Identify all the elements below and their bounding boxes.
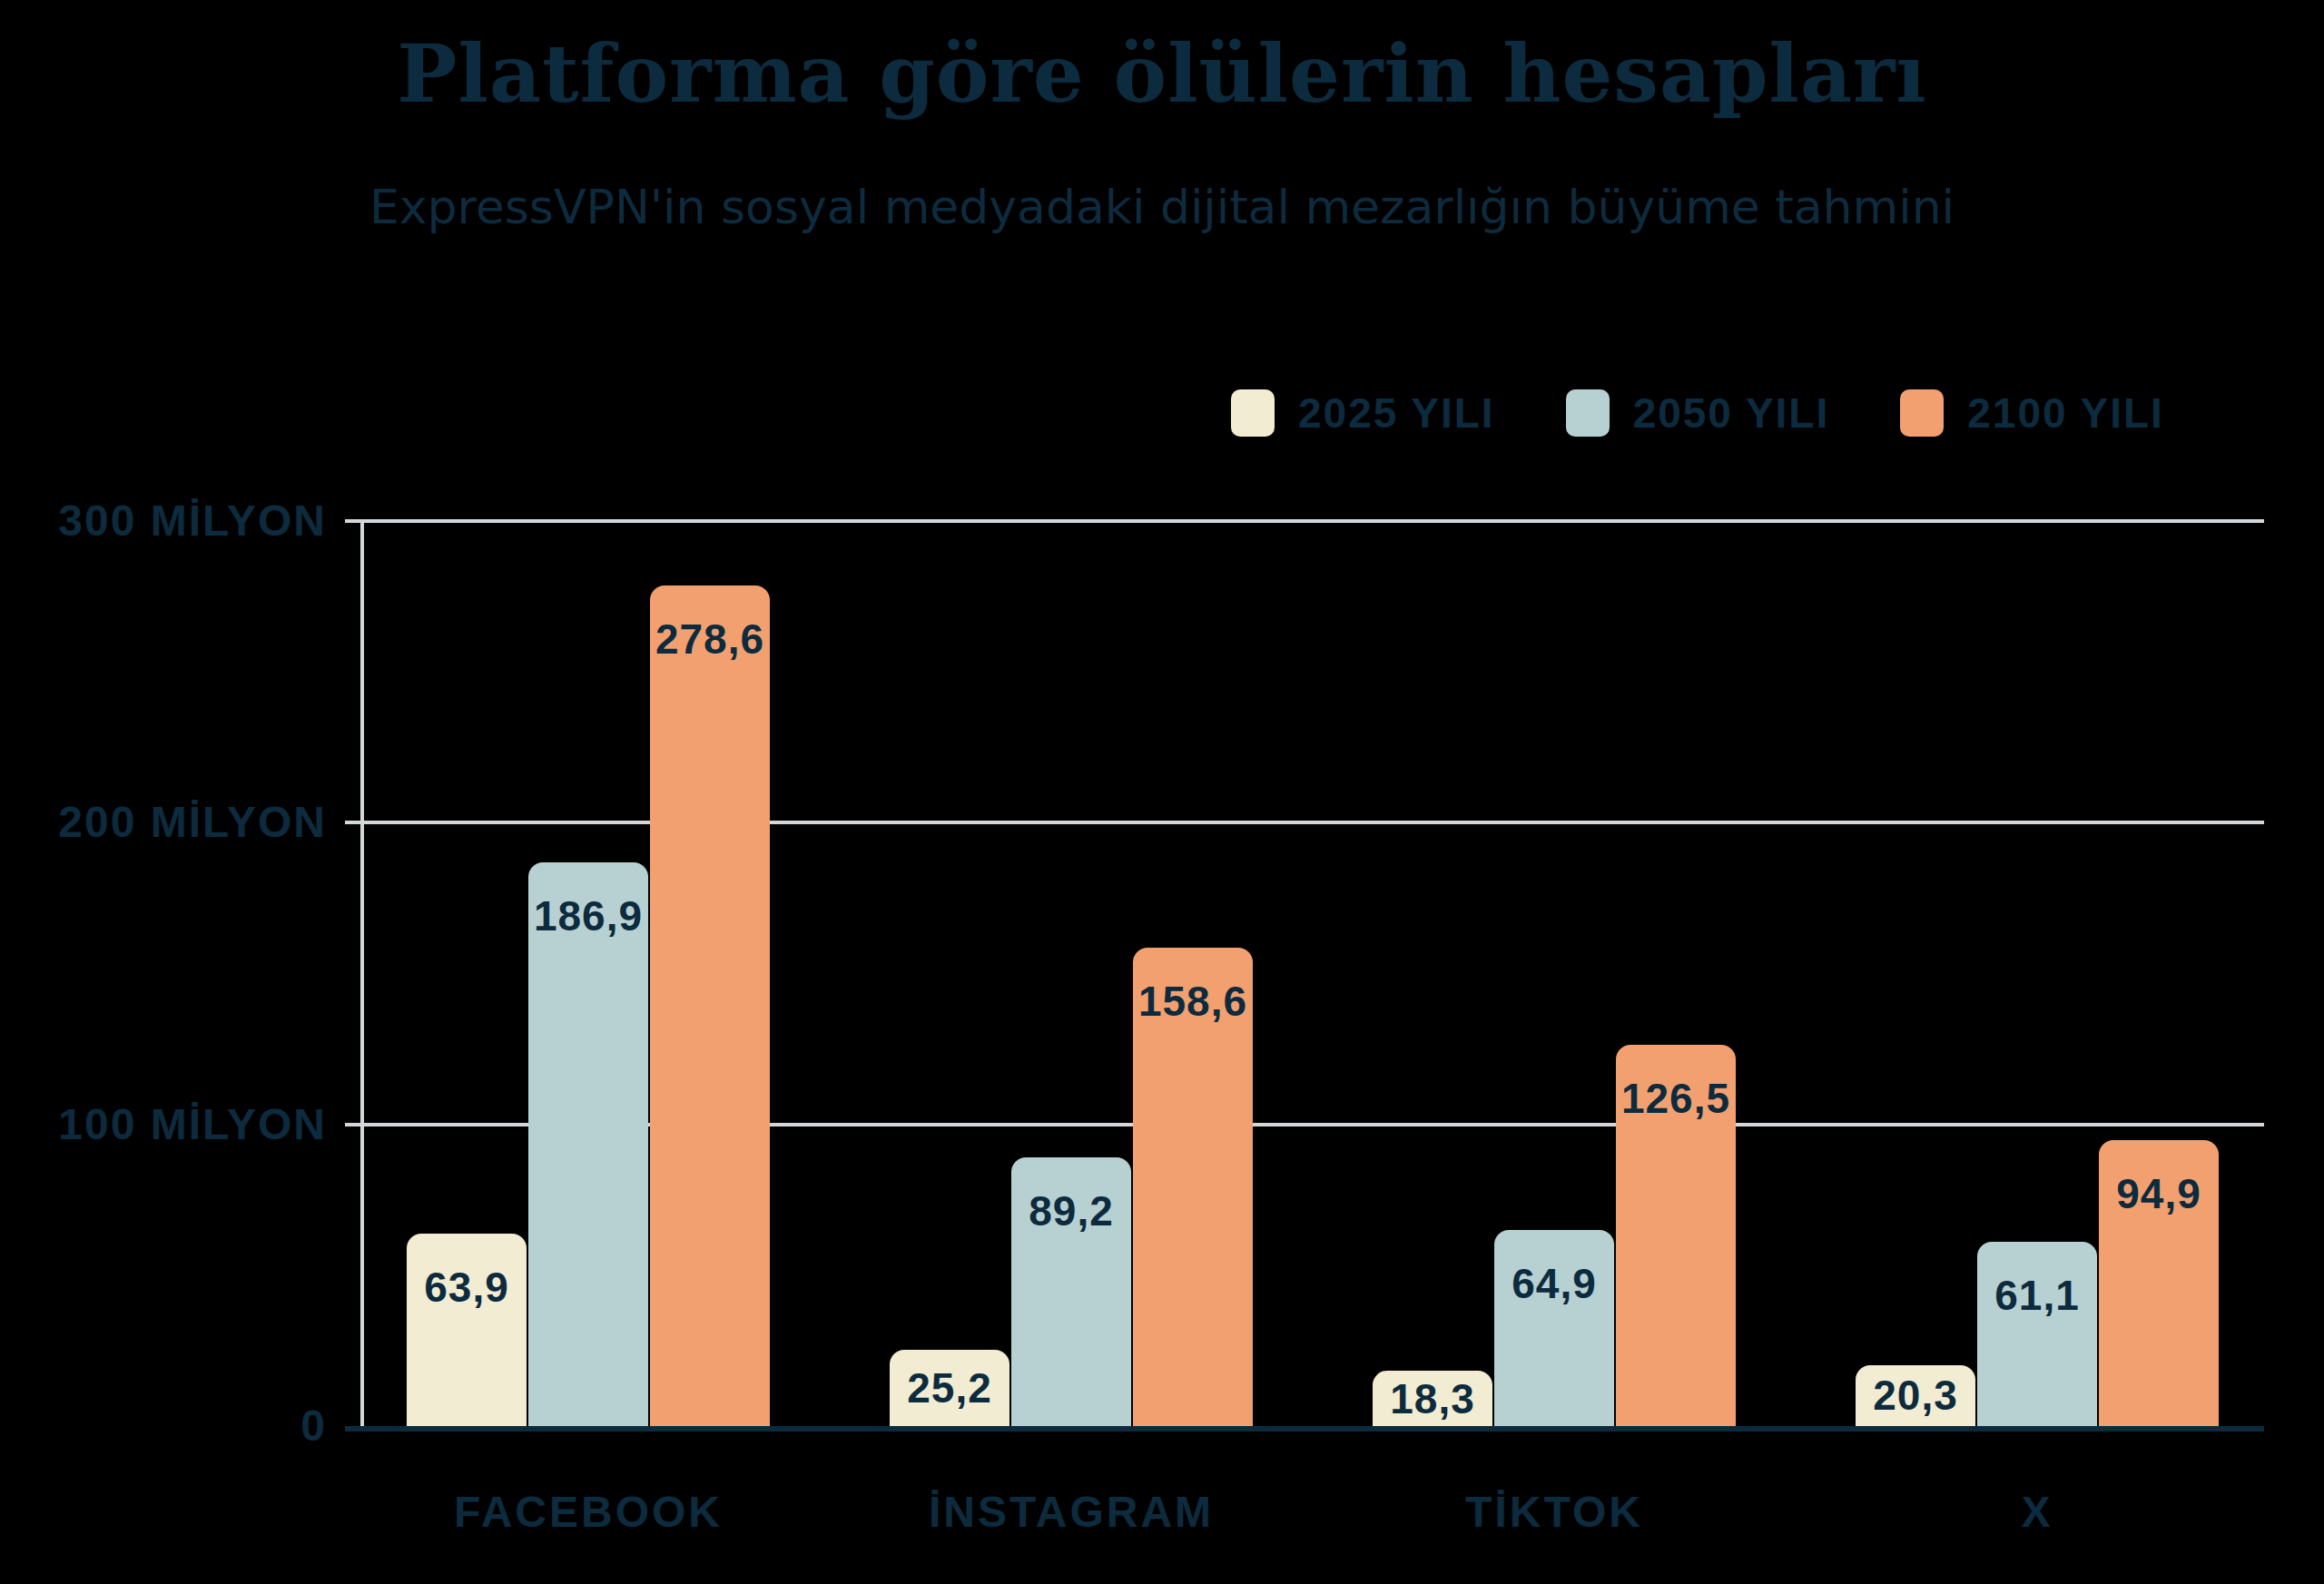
bar: 126,5 — [1616, 1045, 1736, 1426]
bar: 94,9 — [2099, 1140, 2219, 1426]
bar: 89,2 — [1011, 1157, 1131, 1426]
bar: 63,9 — [407, 1234, 527, 1426]
chart-canvas: Platforma göre ölülerin hesapları Expres… — [0, 0, 2324, 1584]
bar-value-label: 20,3 — [1873, 1372, 1958, 1418]
bar-value-label: 61,1 — [1994, 1273, 2080, 1318]
category-label: X — [1837, 1483, 2237, 1541]
plot-area: 300 MİLYON 200 MİLYON 100 MİLYON 0 63,9 186,9… — [0, 0, 2324, 1584]
bar: 20,3 — [1856, 1365, 1975, 1426]
bar-value-label: 158,6 — [1138, 979, 1247, 1024]
category-label: TİKTOK — [1354, 1483, 1754, 1541]
y-axis-label: 100 MİLYON — [18, 1097, 327, 1152]
bar: 25,2 — [890, 1350, 1009, 1426]
bar: 18,3 — [1373, 1371, 1492, 1426]
x-axis-baseline — [345, 1426, 2264, 1432]
bar-value-label: 89,2 — [1029, 1188, 1114, 1234]
bar-value-label: 126,5 — [1621, 1076, 1730, 1121]
gridline — [345, 519, 2264, 523]
bar: 278,6 — [650, 585, 770, 1426]
bar-value-label: 186,9 — [534, 893, 643, 939]
category-label: İNSTAGRAM — [872, 1483, 1271, 1541]
y-axis-line — [360, 521, 364, 1426]
bar-value-label: 278,6 — [655, 616, 764, 662]
y-axis-label: 200 MİLYON — [18, 795, 327, 850]
bar: 158,6 — [1133, 948, 1253, 1426]
bar-value-label: 64,9 — [1512, 1261, 1597, 1306]
gridline — [345, 821, 2264, 824]
bar: 61,1 — [1977, 1242, 2097, 1426]
bar-value-label: 25,2 — [907, 1365, 992, 1411]
bar: 186,9 — [528, 862, 648, 1426]
category-label: FACEBOOK — [389, 1483, 788, 1541]
y-axis-label: 0 — [18, 1399, 327, 1453]
bar: 64,9 — [1494, 1230, 1614, 1426]
bar-value-label: 63,9 — [424, 1264, 509, 1310]
y-axis-label: 300 MİLYON — [18, 494, 327, 548]
bar-value-label: 94,9 — [2116, 1171, 2201, 1216]
bar-value-label: 18,3 — [1390, 1376, 1475, 1422]
